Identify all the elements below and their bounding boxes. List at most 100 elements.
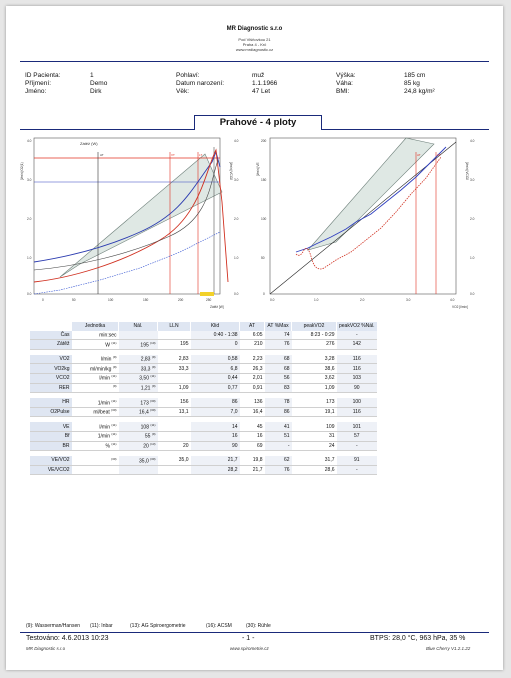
chart1-rtick-1: 1.0 (234, 256, 239, 260)
cell-nal: 35,0 (30) (118, 456, 158, 466)
cell-klid: 0,58 (190, 354, 240, 365)
chart2-xtick-3: 3.0 (406, 298, 411, 302)
cell-klid: 6,8 (190, 363, 240, 374)
cell-at-pct: 56 (264, 373, 292, 384)
chart1-rtick-0: 0.0 (234, 292, 239, 296)
cell-lln (157, 465, 191, 476)
chart2-marker-1: AT (417, 153, 421, 157)
patient-sex-label: Pohlaví: (176, 72, 200, 79)
cell-lln: 35,0 (157, 456, 191, 466)
chart1-ytick-2: 2.0 (27, 217, 32, 221)
cell-peak-pct: 116 (336, 363, 378, 374)
cell-at-pct: 68 (264, 354, 292, 365)
chart1-xtick-2: 100 (108, 298, 114, 302)
cell-lln: 156 (157, 398, 191, 408)
patient-surname-value: Demo (90, 80, 108, 87)
patient-age-label: Věk: (176, 88, 190, 95)
row-label: VCO2 (30, 373, 72, 384)
patient-dob-label: Datum narození: (176, 80, 225, 87)
cell-lln (157, 330, 191, 341)
company-name: MR Diagnostic s.r.o (226, 26, 283, 32)
col-nal: Nál. (118, 322, 158, 331)
cell-nal: 2,83 (9) (118, 354, 158, 365)
cell-unit: % (11) (71, 441, 119, 452)
table-header-row: Jednotka Nál. LLN Klid AT AT %Max peakVO… (30, 322, 378, 331)
patient-height-label: Výška: (336, 72, 356, 79)
cell-nal: 33,3 (9) (118, 363, 158, 374)
cell-nal: 195 (10) (118, 339, 158, 350)
cell-at: 69 (239, 441, 265, 452)
cell-peak-pct: - (336, 465, 378, 476)
cell-at: 45 (239, 422, 265, 432)
ref-acsm: (16): ACSM (206, 623, 232, 629)
table-row: BR% (11) 20 (13) 20 90 69-24- (30, 441, 378, 452)
table-row: RER (9) 1,21 (9) 1,09 0,77 0,91 83 1,09 90 (30, 383, 378, 394)
cell-nal: 20 (13) (118, 441, 158, 452)
cell-lln: 2,83 (157, 354, 191, 365)
cell-at: 136 (239, 398, 265, 408)
cell-lln: 1,09 (157, 383, 191, 394)
cell-peak: 31,7 (291, 456, 337, 466)
chart2-prediction-band (307, 137, 435, 251)
chart2-ylabel-right: [l/min] VCO2 (465, 162, 469, 180)
chart2-rtick-0: 0.0 (470, 292, 475, 296)
header-empty (30, 322, 72, 331)
cell-lln: 33,3 (157, 363, 191, 374)
table-row: Bf 1/min (11) 55 (9) 16 16 51 31 57 (30, 431, 378, 442)
cell-at-pct: 76 (264, 465, 292, 476)
chart1-xtick-0: 0 (42, 298, 44, 302)
row-label: Čas (30, 330, 72, 341)
table-row: VO2 l/min (9) 2,83 (9) 2,83 0,58 2,23 68 3,28 11… (30, 354, 378, 365)
table-row: Čas min:sec 0:40 - 1:38 6:05 74 8:23 - 0:29- (30, 330, 378, 341)
cell-unit: min:sec (71, 330, 119, 341)
report-page: MR Diagnostic s.r.o Pod Višňovkou 21 Pra… (6, 6, 503, 670)
chart2-xtick-4: 4.0 (450, 298, 455, 302)
cell-lln (157, 422, 191, 432)
row-label: VE (30, 422, 72, 432)
cell-unit: ml/min/kg (9) (71, 363, 119, 374)
col-peak: peakVO2 (291, 322, 337, 331)
cell-peak: 173 (291, 398, 337, 408)
chart2-xtick-0: 0.0 (270, 298, 275, 302)
cell-at-pct: 74 (264, 330, 292, 341)
patient-weight-label: Váha: (336, 80, 353, 87)
page-number: - 1 - (242, 635, 255, 642)
chart1-ylabel-left: 4.0 (27, 139, 32, 143)
chart2-plot-area (269, 137, 457, 295)
cell-peak-pct: 91 (336, 456, 378, 466)
cell-peak-pct: - (336, 441, 378, 452)
chart2-rtick-2: 2.0 (470, 217, 475, 221)
results-table: Jednotka Nál. LLN Klid AT AT %Max peakVO… (30, 322, 378, 476)
footer-divider (20, 632, 489, 633)
workload-curve (33, 231, 221, 295)
cell-peak: 3,28 (291, 354, 337, 365)
cell-nal: 55 (9) (118, 431, 158, 442)
cell-at: 2,23 (239, 354, 265, 365)
col-at: AT (239, 322, 265, 331)
cell-unit: 1/min (11) (71, 431, 119, 442)
ref-wasserman: (9): Wasserman/Hansen (26, 623, 80, 629)
col-peak-pct: peakVO2 %Nál. (336, 322, 378, 331)
chart-ventilation: AT VT 200 150 100 50 0 4.0 3.0 2.0 1.0 0… (256, 137, 475, 309)
chart2-ytick-1: 50 (261, 256, 265, 260)
patient-id-label: ID Pacienta: (25, 72, 61, 79)
cell-peak-pct: 116 (336, 407, 378, 418)
chart1-xtick-3: 150 (143, 298, 149, 302)
cell-peak: 276 (291, 339, 337, 350)
chart1-xlabel: Zátěž [W] (210, 305, 224, 309)
cell-at: 19,8 (239, 456, 265, 466)
patient-bmi-label: BMI: (336, 88, 350, 95)
patient-weight-value: 85 kg (404, 80, 420, 87)
cell-at-pct: - (264, 441, 292, 452)
col-lln: LLN (157, 322, 191, 331)
chart2-xtick-1: 1.0 (314, 298, 319, 302)
cell-at: 2,01 (239, 373, 265, 384)
cell-unit: l/min (9) (71, 354, 119, 365)
cell-unit: (9) (71, 383, 119, 394)
cell-unit: (30) (71, 456, 119, 466)
cell-at: 210 (239, 339, 265, 350)
cell-peak: 109 (291, 422, 337, 432)
cell-unit: W (11) (71, 339, 119, 350)
chart1-ytick-0: 0.0 (27, 292, 32, 296)
cell-nal: 173 (30) (118, 398, 158, 408)
